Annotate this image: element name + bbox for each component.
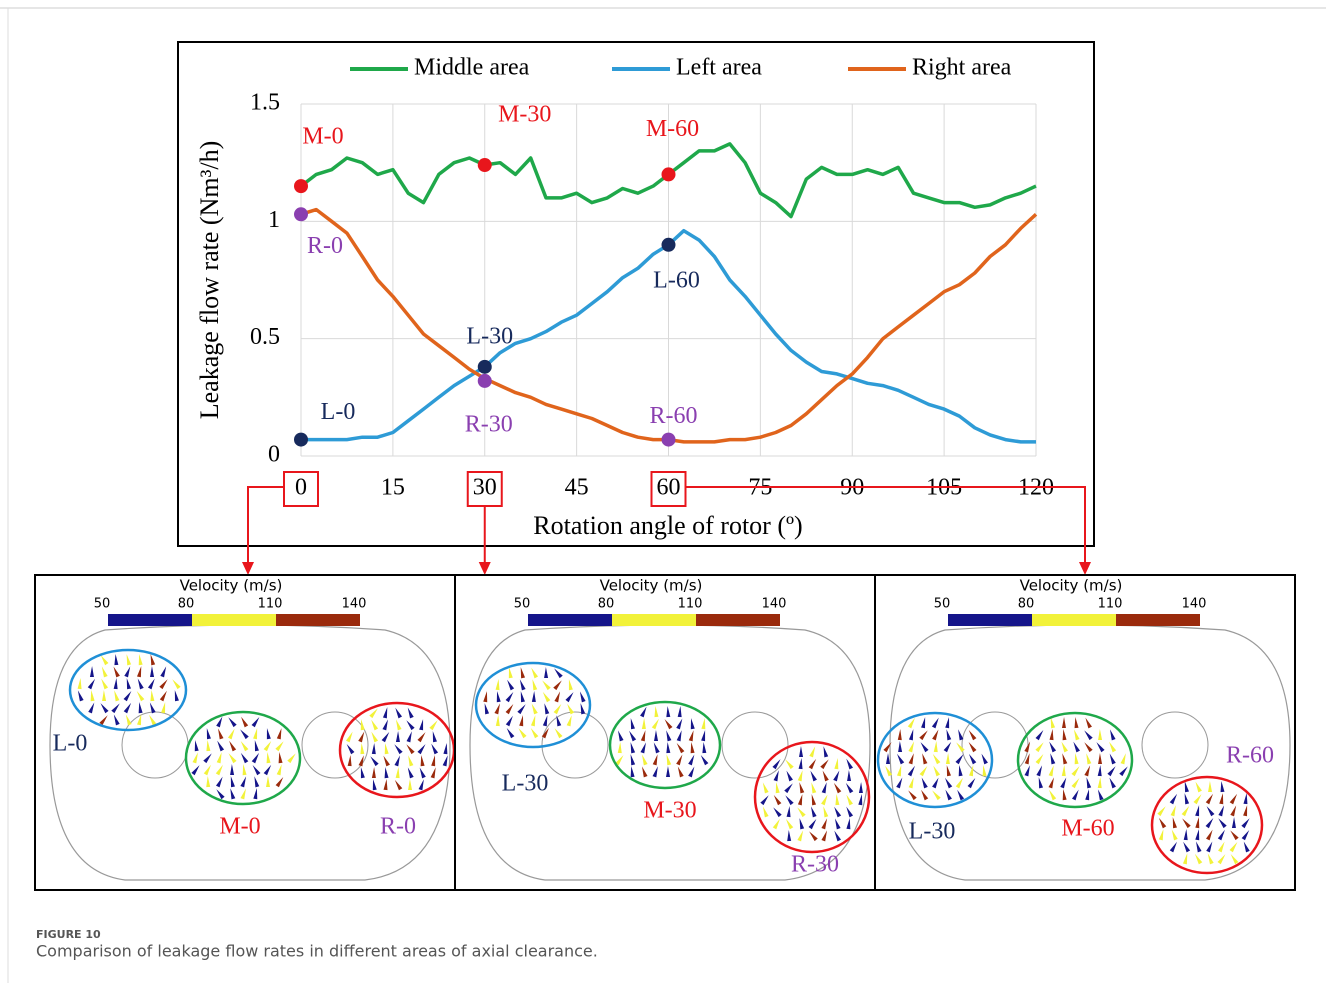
point-label: R-0	[307, 233, 343, 259]
x-axis-label: Rotation angle of rotor (º)	[533, 511, 802, 540]
colorbar-tick-label: 110	[678, 597, 703, 612]
flow-panel: Velocity (m/s) 50 80 110 140 L-30 M-30 R-30	[455, 575, 875, 890]
arrow-head	[479, 562, 491, 575]
region-label: L-0	[53, 731, 88, 757]
region-label: M-60	[1061, 816, 1114, 842]
x-tick-label: 30	[473, 475, 497, 501]
x-tick-label: 0	[295, 475, 307, 501]
region-label: M-30	[643, 798, 696, 824]
x-tick-label: 45	[565, 475, 589, 501]
point-label: M-0	[302, 124, 343, 150]
region-label: R-0	[380, 814, 416, 840]
point-marker	[662, 238, 676, 252]
colorbar-tick-label: 80	[178, 597, 195, 612]
colorbar-segment	[1032, 614, 1116, 626]
colorbar-tick-label: 140	[762, 597, 787, 612]
colorbar-tick-label: 140	[1182, 597, 1207, 612]
flow-panel: Velocity (m/s) 50 80 110 140 L-30 M-60 R-60	[875, 575, 1295, 890]
y-tick-label: 0	[268, 442, 280, 468]
colorbar-segment	[612, 614, 696, 626]
y-tick-label: 0.5	[250, 324, 280, 350]
colorbar-segment	[192, 614, 276, 626]
arrow-head	[242, 562, 254, 575]
x-tick-label: 15	[381, 475, 405, 501]
region-label: M-0	[219, 814, 260, 840]
chart-frame	[178, 42, 1094, 546]
region-label: L-30	[502, 771, 549, 797]
legend-label: Right area	[912, 55, 1012, 81]
colorbar-tick-label: 50	[514, 597, 531, 612]
colorbar-tick-label: 110	[1098, 597, 1123, 612]
point-marker	[478, 360, 492, 374]
point-label: M-30	[498, 102, 551, 128]
velocity-title: Velocity (m/s)	[1020, 577, 1123, 595]
point-marker	[662, 433, 676, 447]
legend-label: Middle area	[414, 55, 530, 81]
point-marker	[478, 374, 492, 388]
colorbar-segment	[1116, 614, 1200, 626]
x-tick-label: 60	[657, 475, 681, 501]
point-label: M-60	[646, 116, 699, 142]
caption-label: FIGURE 10	[36, 928, 101, 941]
point-marker	[662, 167, 676, 181]
highlight-arrow	[248, 487, 284, 565]
point-marker	[478, 158, 492, 172]
caption-text: Comparison of leakage flow rates in diff…	[36, 942, 598, 961]
velocity-title: Velocity (m/s)	[180, 577, 283, 595]
colorbar-segment	[948, 614, 1032, 626]
flow-panel: Velocity (m/s) 50 80 110 140 L-0 M-0 R-0	[35, 575, 455, 890]
region-label: R-30	[791, 852, 839, 878]
legend-label: Left area	[676, 55, 762, 81]
point-label: L-30	[466, 323, 513, 349]
colorbar-segment	[696, 614, 780, 626]
point-marker	[294, 433, 308, 447]
point-marker	[294, 207, 308, 221]
colorbar-segment	[108, 614, 192, 626]
velocity-title: Velocity (m/s)	[600, 577, 703, 595]
y-tick-label: 1.5	[250, 90, 280, 116]
colorbar-tick-label: 80	[1018, 597, 1035, 612]
colorbar-segment	[528, 614, 612, 626]
arrow-head	[1079, 562, 1091, 575]
page: Rotation angle of rotor (º) Leakage flow…	[0, 0, 1326, 983]
colorbar-tick-label: 50	[94, 597, 111, 612]
colorbar-tick-label: 140	[342, 597, 367, 612]
point-label: R-30	[465, 411, 513, 437]
y-axis-label: Leakage flow rate (Nm³/h)	[195, 141, 224, 420]
region-label: L-30	[909, 819, 956, 845]
point-label: R-60	[650, 403, 698, 429]
colorbar-tick-label: 110	[258, 597, 283, 612]
colorbar-segment	[276, 614, 360, 626]
region-label: R-60	[1226, 743, 1274, 769]
y-tick-label: 1	[268, 207, 280, 233]
point-marker	[294, 179, 308, 193]
colorbar-tick-label: 50	[934, 597, 951, 612]
colorbar-tick-label: 80	[598, 597, 615, 612]
point-label: L-60	[653, 267, 700, 293]
figure: Rotation angle of rotor (º) Leakage flow…	[0, 0, 1326, 983]
point-label: L-0	[321, 399, 356, 425]
